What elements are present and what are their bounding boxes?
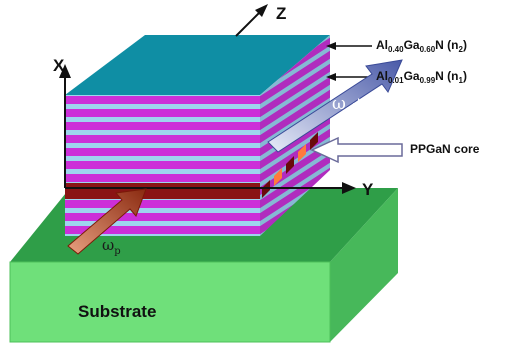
x-axis-label: X — [53, 56, 65, 75]
pump-beam-arrow — [67, 188, 147, 255]
barrier-pointer-head — [326, 42, 336, 50]
substrate-side-face — [330, 188, 398, 342]
barrier-layer-label: Al0.40Ga0.60N (n2) — [376, 38, 467, 54]
x-axis-arrowhead — [59, 64, 71, 78]
block-front-face — [65, 95, 260, 236]
core-label: PPGaN core — [410, 142, 480, 156]
z-axis — [235, 9, 263, 37]
z-axis-label: Z — [276, 4, 287, 23]
output-beam-arrow — [267, 59, 403, 153]
core-layer-front — [65, 183, 260, 199]
y-axis-label: Y — [362, 180, 374, 199]
substrate-label: Substrate — [78, 302, 157, 321]
pump-beam-label: ωp — [102, 236, 121, 257]
block-top-face — [65, 35, 330, 95]
output-beam-label: ωs+ ωi — [332, 94, 389, 116]
core-pointer-arrow — [310, 136, 403, 164]
y-axis-arrowhead — [342, 182, 356, 194]
well-layer-label: Al0.01Ga0.99N (n1) — [376, 69, 467, 85]
well-pointer-head — [326, 73, 336, 81]
core-periodic-domains — [262, 132, 318, 198]
substrate-front-face — [9, 261, 331, 343]
z-axis-arrowhead — [255, 4, 268, 17]
